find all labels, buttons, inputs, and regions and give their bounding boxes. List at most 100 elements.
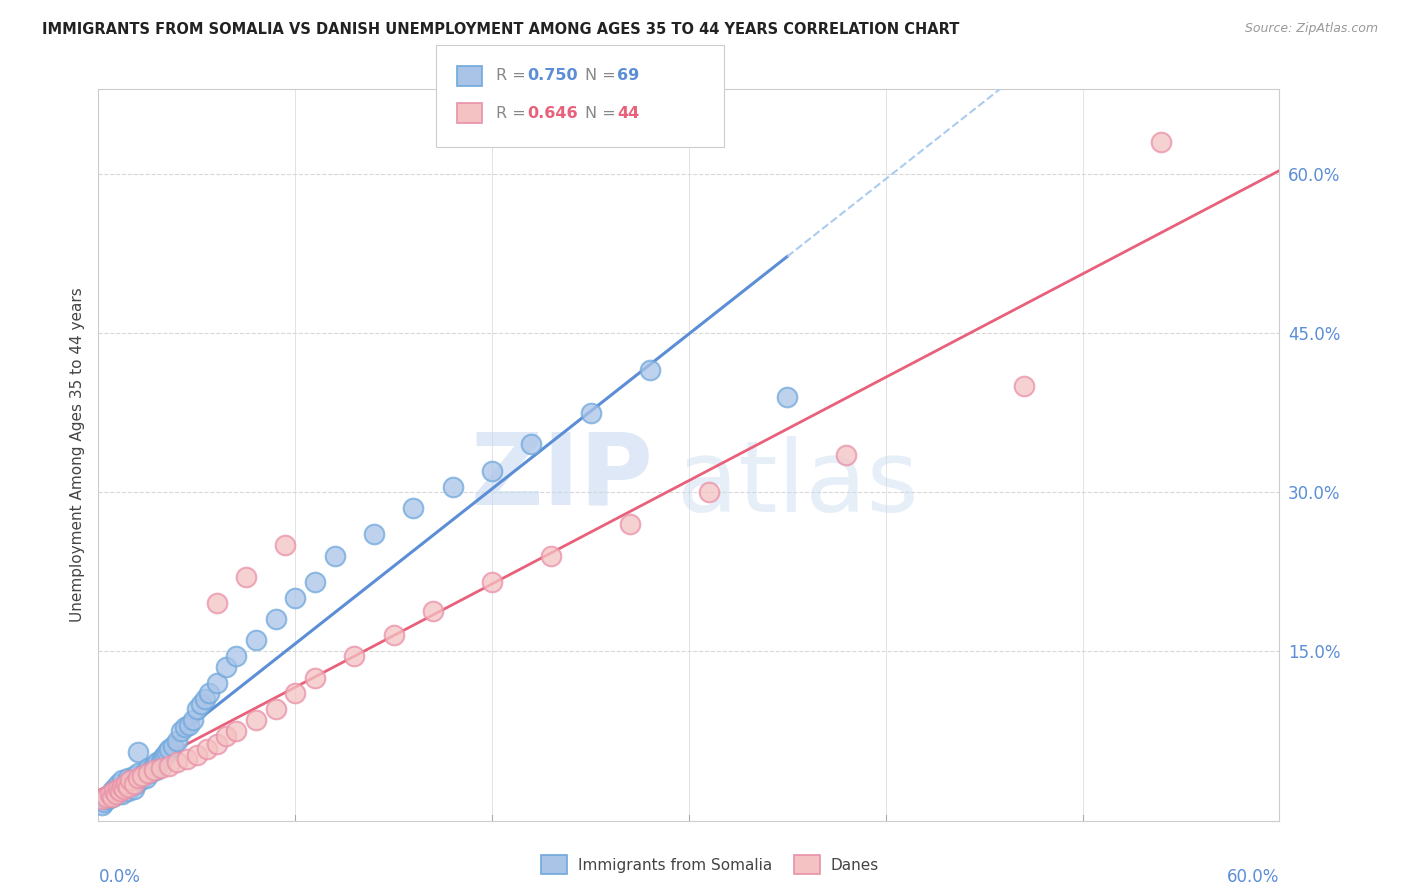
Point bbox=[111, 773, 134, 788]
Point bbox=[108, 784, 131, 798]
Point bbox=[274, 538, 297, 552]
Text: 69: 69 bbox=[617, 69, 640, 83]
Point bbox=[304, 575, 326, 590]
Text: Source: ZipAtlas.com: Source: ZipAtlas.com bbox=[1244, 22, 1378, 36]
Point bbox=[441, 480, 464, 494]
Point bbox=[363, 527, 385, 541]
Point bbox=[181, 713, 204, 727]
Text: Immigrants from Somalia: Immigrants from Somalia bbox=[578, 858, 772, 872]
Point bbox=[115, 780, 138, 794]
Point bbox=[117, 780, 139, 794]
Point bbox=[152, 750, 174, 764]
Point bbox=[101, 784, 124, 798]
Point bbox=[105, 780, 128, 794]
Point bbox=[156, 745, 179, 759]
Point bbox=[131, 769, 153, 783]
Point bbox=[166, 734, 188, 748]
Point bbox=[194, 691, 217, 706]
Point bbox=[103, 789, 125, 804]
Point bbox=[264, 702, 287, 716]
Point bbox=[422, 604, 444, 618]
Point bbox=[264, 612, 287, 626]
Point bbox=[162, 739, 184, 754]
Point bbox=[121, 776, 143, 790]
Point bbox=[215, 660, 238, 674]
Text: 0.750: 0.750 bbox=[527, 69, 578, 83]
Point bbox=[197, 686, 219, 700]
Point bbox=[205, 676, 228, 690]
Point bbox=[125, 776, 148, 790]
Point bbox=[98, 790, 121, 805]
Point bbox=[579, 405, 602, 419]
Point bbox=[323, 549, 346, 563]
Point bbox=[145, 763, 167, 777]
Point bbox=[91, 797, 114, 812]
Point bbox=[105, 787, 128, 801]
Point bbox=[118, 780, 141, 794]
Point bbox=[117, 771, 139, 785]
Point bbox=[157, 741, 180, 756]
Point bbox=[105, 787, 128, 801]
Text: N =: N = bbox=[585, 69, 621, 83]
Point bbox=[343, 649, 366, 664]
Point bbox=[136, 766, 159, 780]
Point bbox=[111, 787, 134, 801]
Text: R =: R = bbox=[496, 69, 531, 83]
Point bbox=[146, 756, 169, 770]
Point bbox=[481, 464, 503, 478]
Point bbox=[776, 390, 799, 404]
Point bbox=[141, 763, 163, 777]
Point bbox=[111, 780, 134, 794]
Point bbox=[177, 718, 200, 732]
Point bbox=[131, 771, 153, 785]
Point bbox=[96, 790, 118, 805]
Point bbox=[135, 771, 157, 785]
Point bbox=[157, 758, 180, 772]
Point bbox=[174, 720, 197, 734]
Point bbox=[205, 737, 228, 751]
Point bbox=[112, 781, 135, 796]
Text: 60.0%: 60.0% bbox=[1227, 868, 1279, 887]
Point bbox=[117, 784, 139, 798]
Point bbox=[155, 747, 177, 762]
Text: 44: 44 bbox=[617, 106, 640, 120]
Point bbox=[150, 756, 173, 770]
Point bbox=[107, 776, 129, 790]
Point bbox=[638, 363, 661, 377]
Point bbox=[284, 591, 307, 605]
Point bbox=[142, 758, 165, 772]
Point bbox=[112, 781, 135, 796]
Text: 0.0%: 0.0% bbox=[98, 868, 141, 887]
Point bbox=[402, 500, 425, 515]
Point bbox=[127, 771, 149, 785]
Point bbox=[138, 766, 160, 780]
Point bbox=[127, 745, 149, 759]
Point bbox=[481, 575, 503, 590]
Point bbox=[107, 781, 129, 796]
Point bbox=[122, 781, 145, 796]
Point bbox=[215, 729, 238, 743]
Point bbox=[697, 485, 720, 500]
Point bbox=[142, 763, 165, 777]
Text: atlas: atlas bbox=[678, 435, 918, 533]
Point bbox=[205, 596, 228, 610]
Point bbox=[520, 437, 543, 451]
Point bbox=[195, 741, 218, 756]
Point bbox=[136, 761, 159, 775]
Point bbox=[166, 756, 188, 770]
Point bbox=[225, 649, 247, 664]
Point bbox=[245, 713, 267, 727]
Text: ZIP: ZIP bbox=[471, 428, 654, 525]
Point bbox=[97, 792, 120, 806]
Point bbox=[107, 787, 129, 801]
Point bbox=[101, 790, 124, 805]
Point bbox=[1150, 135, 1173, 149]
Point bbox=[235, 570, 257, 584]
Point bbox=[176, 752, 198, 766]
Point bbox=[103, 781, 125, 796]
Text: IMMIGRANTS FROM SOMALIA VS DANISH UNEMPLOYMENT AMONG AGES 35 TO 44 YEARS CORRELA: IMMIGRANTS FROM SOMALIA VS DANISH UNEMPL… bbox=[42, 22, 959, 37]
Point bbox=[101, 790, 124, 805]
Text: R =: R = bbox=[496, 106, 531, 120]
Point bbox=[1012, 379, 1035, 393]
Point bbox=[304, 671, 326, 685]
